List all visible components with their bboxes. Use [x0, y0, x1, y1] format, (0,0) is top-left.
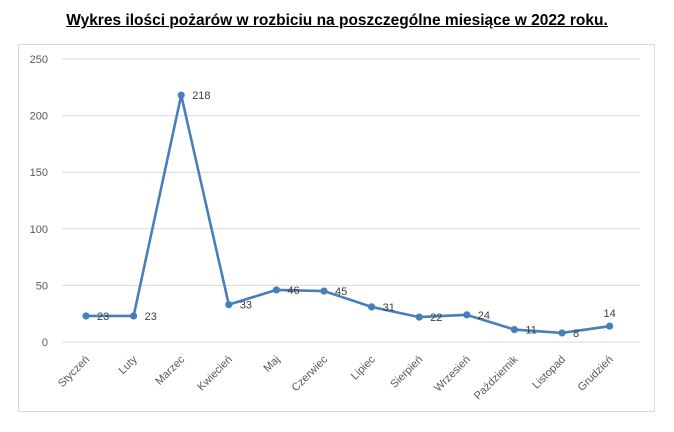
data-point — [272, 286, 280, 294]
data-label: 33 — [240, 300, 252, 312]
gridlines — [62, 58, 640, 343]
y-tick-label: 50 — [36, 280, 48, 292]
x-tick-label: Czerwiec — [290, 353, 331, 394]
x-axis-ticks: Styczeń Luty Marzec Kwiecień Maj Czerwiec Lipi… — [56, 353, 616, 402]
data-label: 14 — [603, 308, 615, 320]
x-tick-label: Maj — [261, 354, 282, 375]
data-label: 23 — [145, 311, 157, 323]
data-point — [606, 322, 614, 330]
data-label: 46 — [287, 285, 299, 297]
chart-frame — [18, 44, 655, 412]
data-point — [320, 287, 328, 295]
x-tick-label: Kwiecień — [195, 354, 235, 394]
data-label: 24 — [478, 310, 490, 322]
x-tick-label: Marzec — [153, 353, 187, 387]
data-label: 23 — [97, 311, 109, 323]
y-tick-label: 200 — [30, 111, 48, 123]
x-tick-label: Listopad — [530, 354, 568, 392]
data-labels: 23 23 218 33 46 45 31 22 24 11 8 14 — [97, 90, 616, 340]
data-label: 31 — [383, 302, 395, 314]
data-points — [82, 91, 614, 337]
data-label: 45 — [335, 286, 347, 298]
data-point — [463, 311, 471, 319]
data-point — [415, 313, 423, 321]
x-tick-label: Luty — [117, 353, 141, 377]
x-tick-label: Wrzesień — [432, 354, 473, 395]
y-tick-label: 250 — [30, 54, 48, 66]
data-point — [225, 301, 233, 309]
data-label: 11 — [525, 325, 536, 337]
data-label: 218 — [192, 90, 210, 102]
x-tick-label: Październik — [472, 353, 521, 402]
x-tick-label: Sierpień — [388, 354, 425, 391]
data-point — [558, 329, 566, 337]
x-tick-label: Styczeń — [56, 354, 92, 390]
chart-title: Wykres ilości pożarów w rozbiciu na posz… — [66, 12, 608, 29]
y-axis-ticks: 0 50 100 150 200 250 — [30, 54, 48, 349]
data-point — [177, 91, 185, 99]
y-tick-label: 150 — [30, 167, 48, 179]
data-label: 22 — [430, 312, 442, 324]
data-label: 8 — [573, 328, 579, 340]
y-tick-label: 0 — [42, 337, 48, 349]
data-point — [130, 312, 138, 320]
data-point — [510, 325, 518, 334]
y-tick-label: 100 — [30, 224, 48, 236]
x-tick-label: Lipiec — [349, 353, 378, 382]
data-point — [82, 312, 90, 320]
series-line — [86, 93, 610, 335]
data-point — [368, 303, 376, 311]
x-tick-label: Grudzień — [576, 354, 616, 394]
